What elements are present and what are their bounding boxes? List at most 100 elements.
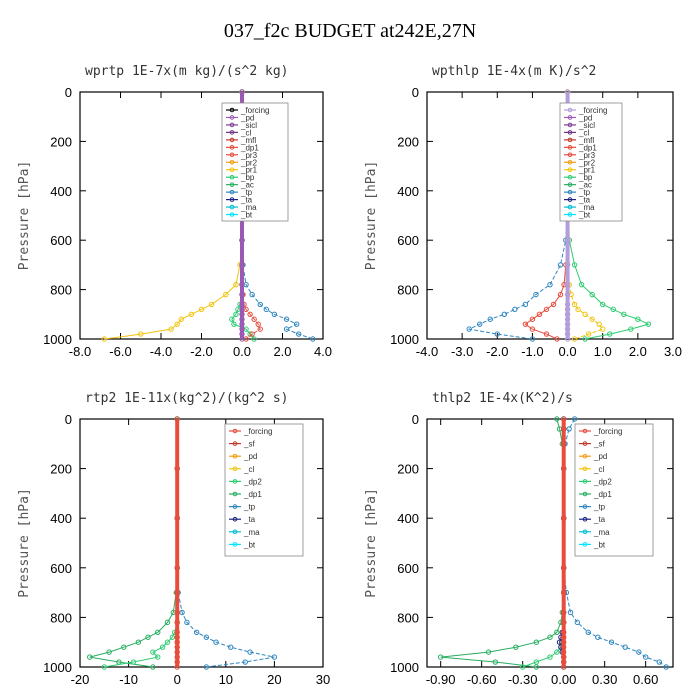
- series-point: [231, 321, 237, 327]
- series-point: [566, 426, 572, 432]
- legend-entry: _tp: [578, 188, 591, 197]
- series-point: [571, 262, 578, 268]
- series-point: [271, 654, 278, 660]
- series-point: [564, 306, 571, 313]
- y-tick-label: 0: [65, 85, 72, 100]
- y-tick-label: 800: [397, 283, 419, 298]
- legend-marker: [229, 174, 235, 180]
- series-point: [193, 629, 200, 635]
- series-line: [104, 419, 178, 668]
- series-point: [174, 659, 180, 665]
- series-point: [101, 336, 108, 342]
- series-point: [174, 649, 180, 655]
- series-point: [574, 619, 581, 626]
- series-point: [608, 639, 615, 645]
- series-point: [257, 326, 263, 332]
- series-point: [560, 654, 567, 660]
- series-point: [564, 281, 571, 288]
- series-point: [233, 311, 239, 317]
- series-point: [257, 301, 263, 308]
- legend-entry: _cl: [240, 128, 251, 137]
- y-tick-label: 800: [50, 610, 72, 625]
- x-tick-label: -4.0: [150, 344, 172, 359]
- series-point: [249, 291, 255, 298]
- legend-entry: _mfl: [578, 136, 594, 145]
- legend-marker: [582, 504, 588, 509]
- series-point: [239, 89, 245, 95]
- legend-marker: [567, 137, 573, 143]
- x-tick-label: -1.0: [521, 344, 543, 359]
- legend-box: [574, 423, 654, 557]
- legend-marker: [567, 145, 573, 150]
- series-point: [554, 336, 560, 342]
- series-point: [247, 311, 253, 317]
- series-point: [249, 331, 255, 337]
- y-tick-label: 600: [397, 561, 419, 576]
- legend-marker: [229, 204, 235, 210]
- series-point: [560, 664, 567, 670]
- legend-marker: [567, 115, 573, 120]
- series-point: [296, 331, 302, 337]
- legend-entry: _forcing: [578, 106, 607, 115]
- y-axis-label: Pressure [hPa]: [364, 161, 379, 271]
- series-point: [575, 306, 581, 313]
- series-point: [208, 301, 215, 308]
- series-point: [283, 316, 290, 322]
- series-point: [466, 326, 472, 332]
- x-tick-label: 0.30: [592, 672, 617, 687]
- series-point: [174, 644, 180, 650]
- series-point: [571, 416, 578, 422]
- series-line: [440, 418, 565, 668]
- legend-entry: _ma: [240, 203, 257, 212]
- series-point: [595, 634, 601, 640]
- legend-marker: [582, 428, 588, 434]
- series-point: [242, 659, 248, 665]
- series-point: [547, 281, 553, 288]
- series-point: [600, 301, 606, 308]
- x-tick-label: 10: [219, 672, 233, 687]
- legend-marker: [567, 204, 573, 210]
- series-point: [564, 237, 571, 243]
- y-axis-label: Pressure [hPa]: [364, 488, 379, 598]
- legend-entry: _pd: [593, 452, 607, 461]
- series-point: [492, 659, 499, 665]
- series-point: [560, 609, 567, 616]
- series-point: [571, 301, 578, 308]
- series-point: [656, 659, 663, 665]
- series-point: [213, 639, 219, 645]
- x-tick-label: 0: [174, 672, 181, 687]
- series-point: [560, 465, 567, 472]
- legend-entry: _pr2: [578, 158, 596, 167]
- legend-marker: [567, 189, 573, 195]
- page-title: 037_f2c BUDGET at242E,27N: [223, 20, 477, 42]
- legend-entry: _sicl: [578, 121, 595, 130]
- x-tick-label: 4.0: [314, 344, 332, 359]
- panel-title: rtp2 1E-11x(kg^2)/(kg^2 s): [85, 391, 289, 406]
- series-point: [589, 316, 595, 322]
- series-point: [233, 281, 239, 288]
- series-point: [485, 649, 492, 655]
- series-point: [239, 311, 245, 317]
- legend-entry: _ta: [240, 196, 253, 205]
- series-point: [533, 659, 540, 665]
- series-point: [87, 654, 93, 660]
- legend-entry: _bp: [240, 173, 255, 182]
- series-point: [560, 649, 567, 655]
- series-point: [564, 316, 571, 322]
- series-point: [663, 664, 669, 670]
- series-point: [564, 291, 571, 298]
- y-tick-label: 800: [50, 283, 72, 298]
- legend-box: [224, 423, 304, 557]
- legend-marker: [582, 466, 588, 472]
- series-point: [564, 326, 571, 332]
- series-point: [263, 306, 269, 313]
- series-point: [554, 416, 560, 422]
- series-point: [239, 237, 245, 243]
- series-point: [547, 654, 553, 660]
- series-point: [164, 639, 171, 645]
- series-point: [560, 426, 567, 432]
- y-tick-label: 1000: [43, 660, 72, 675]
- legend-entry: _ac: [240, 181, 254, 190]
- series-point: [554, 649, 560, 655]
